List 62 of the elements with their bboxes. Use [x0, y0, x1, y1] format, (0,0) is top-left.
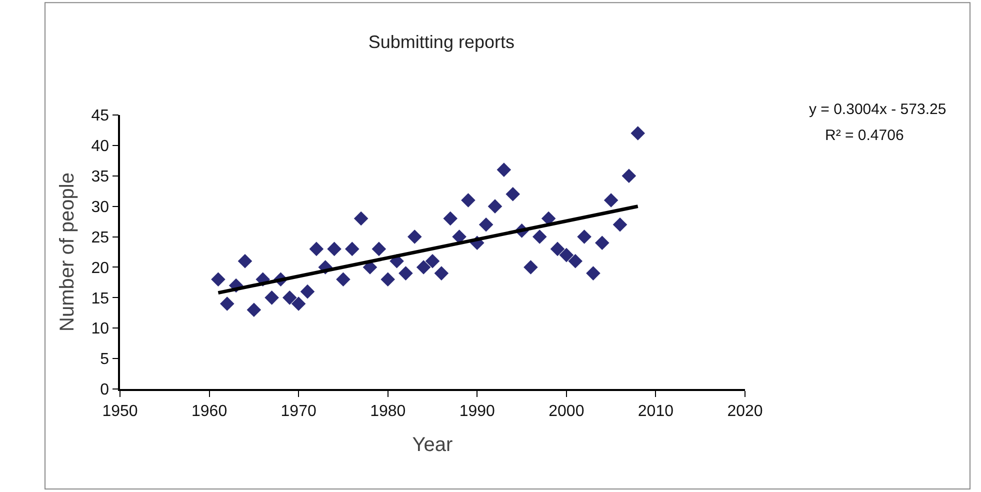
x-tick-label: 1980: [370, 402, 406, 420]
point: [461, 193, 476, 208]
y-tick-label: 25: [91, 229, 110, 246]
point: [291, 296, 306, 311]
point: [443, 211, 458, 226]
point: [612, 217, 628, 232]
point: [309, 242, 324, 256]
point: [550, 242, 565, 256]
point: [594, 236, 610, 250]
y-tick-label: 35: [91, 168, 110, 186]
point: [220, 296, 234, 311]
x-tick-label: 1990: [459, 402, 496, 420]
y-tick-label: 15: [91, 290, 110, 308]
y-tick-label: 40: [91, 138, 110, 156]
point: [246, 302, 262, 317]
point: [211, 272, 226, 287]
point: [372, 242, 386, 256]
point: [577, 230, 592, 244]
y-tick-label: 10: [91, 320, 110, 338]
point: [407, 230, 422, 244]
y-axis-title: Number of people: [56, 172, 78, 332]
y-tick-label: 45: [91, 108, 110, 125]
point: [282, 290, 297, 305]
point: [336, 272, 350, 287]
point: [380, 272, 396, 287]
x-axis-title: Year: [412, 434, 454, 456]
point: [300, 284, 315, 299]
point: [622, 168, 636, 184]
y-tick-label: 20: [91, 260, 110, 277]
point: [238, 254, 252, 268]
y-tick-label: 30: [91, 198, 110, 216]
x-tick-label: 2010: [638, 402, 674, 420]
point: [327, 242, 342, 256]
point: [354, 211, 368, 226]
point: [559, 248, 574, 262]
point: [488, 199, 502, 214]
point: [344, 242, 360, 256]
x-tick-label: 1960: [191, 402, 228, 420]
point: [506, 187, 520, 202]
point: [478, 217, 494, 232]
x-tick-label: 1950: [102, 402, 138, 420]
x-tick-label: 2020: [727, 402, 763, 420]
x-tick-label: 2000: [548, 402, 584, 420]
text: y = 0.3004x - 573.25: [809, 101, 946, 118]
point: [532, 230, 547, 244]
point: [416, 260, 431, 274]
point: [425, 254, 440, 268]
point: [398, 266, 413, 280]
point: [452, 230, 466, 244]
y-tick-label: 0: [100, 382, 110, 399]
chart-title: Submitting reports: [368, 32, 514, 52]
point: [434, 266, 449, 280]
x-tick-label: 1970: [280, 402, 316, 420]
point: [568, 254, 583, 268]
text: R² = 0.4706: [825, 127, 904, 144]
point: [264, 290, 279, 305]
y-tick-label: 5: [100, 351, 110, 368]
point: [586, 266, 600, 280]
point: [604, 193, 618, 208]
point: [630, 126, 646, 140]
point: [524, 260, 538, 274]
point: [496, 162, 512, 177]
